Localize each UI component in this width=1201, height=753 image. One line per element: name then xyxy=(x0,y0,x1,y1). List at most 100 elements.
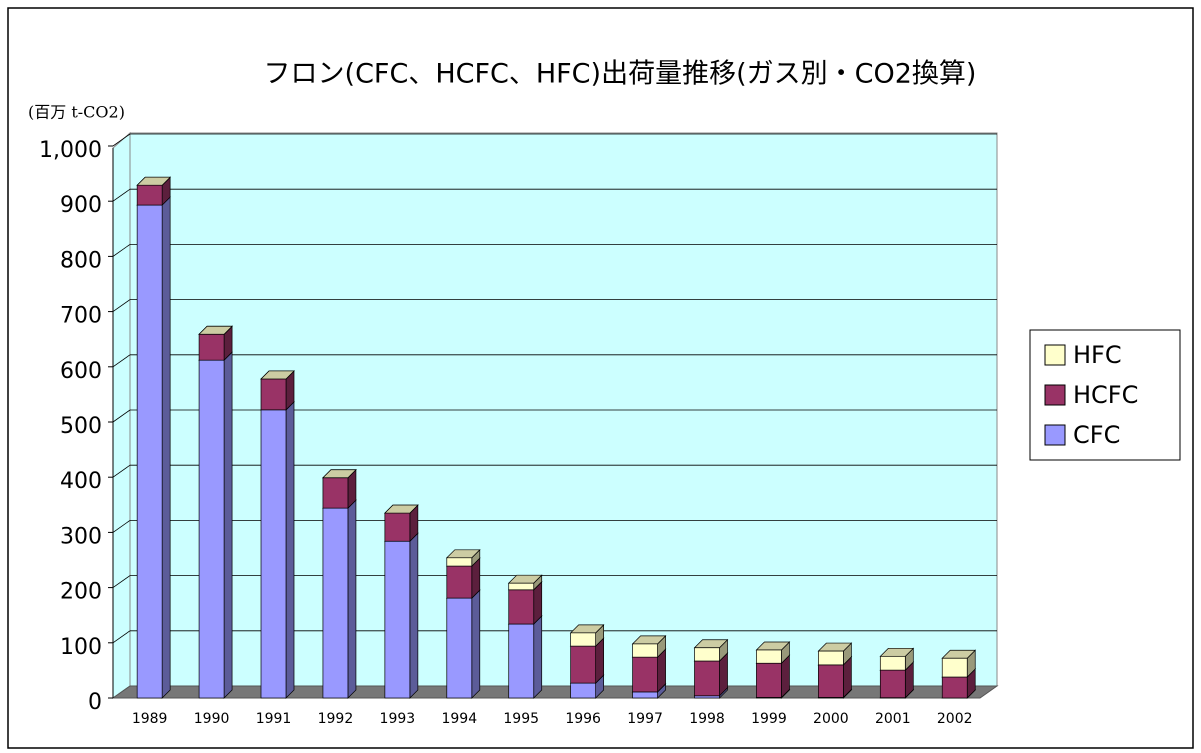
x-tick-label: 1994 xyxy=(441,711,477,727)
bar-front xyxy=(570,632,597,647)
x-tick-label: 1996 xyxy=(565,711,601,727)
bar-segment xyxy=(941,649,977,678)
grid-line-side xyxy=(112,575,131,588)
y-tick-label: 800 xyxy=(60,248,102,273)
bar-side xyxy=(161,196,171,699)
x-tick-label: 2002 xyxy=(937,711,973,727)
bar-front xyxy=(756,649,782,664)
bar-front xyxy=(446,565,473,599)
x-tick-label: 1989 xyxy=(132,711,168,727)
legend-swatch xyxy=(1044,424,1066,446)
bar-front xyxy=(446,557,473,567)
x-tick-label: 1999 xyxy=(751,711,787,727)
x-tick-label: 1997 xyxy=(627,711,663,727)
bar-segment xyxy=(879,647,915,671)
bar-front xyxy=(198,359,225,699)
bar-segment xyxy=(631,648,667,693)
bar-segment xyxy=(445,557,481,599)
bar-front xyxy=(941,676,968,699)
bar-front xyxy=(941,657,968,678)
y-tick-label: 900 xyxy=(60,193,102,218)
bar-top xyxy=(322,469,357,479)
x-tick-label: 1995 xyxy=(503,711,539,727)
bar-front xyxy=(632,643,658,658)
legend: CFC HCFC HFC xyxy=(1029,329,1181,461)
bar-front xyxy=(198,333,225,361)
bar-front xyxy=(818,664,844,698)
bar-segment xyxy=(384,504,419,514)
y-tick-label: 200 xyxy=(60,580,102,605)
y-tick-label: 300 xyxy=(60,524,102,549)
bar-front xyxy=(446,597,473,699)
bar-front xyxy=(322,507,349,699)
bar-top xyxy=(136,176,171,186)
bar-segment xyxy=(260,370,295,380)
bar-segment xyxy=(755,641,791,665)
bar-side xyxy=(471,589,481,699)
bar-segment xyxy=(384,532,419,699)
bar-segment xyxy=(817,642,853,666)
grid-line-side xyxy=(112,244,131,257)
bar-front xyxy=(260,378,287,411)
bar-front xyxy=(632,656,658,693)
x-tick-label: 1991 xyxy=(256,711,292,727)
grid-line-side xyxy=(112,133,131,147)
grid-line-side xyxy=(112,409,131,423)
bar-side xyxy=(347,499,357,699)
bar-segment xyxy=(445,548,481,567)
legend-swatch xyxy=(1044,344,1066,366)
bar-front xyxy=(694,660,720,697)
bar-top xyxy=(198,325,233,335)
bar-front xyxy=(136,204,163,699)
bar-front xyxy=(879,669,906,699)
bar-segment xyxy=(136,176,171,186)
bar-side xyxy=(409,532,419,699)
grid-line-side xyxy=(112,464,131,478)
bar-side xyxy=(533,615,543,699)
x-tick-label: 1998 xyxy=(689,711,725,727)
bar-segment xyxy=(569,624,605,647)
back-wall xyxy=(129,132,998,687)
bar-segment xyxy=(445,589,481,699)
bar-front xyxy=(756,662,782,698)
bar-front xyxy=(508,589,535,625)
x-tick-label: 2000 xyxy=(813,711,849,727)
y-tick-label: 500 xyxy=(60,414,102,439)
chart-title: フロン(CFC、HCFC、HFC)出荷量推移(ガス別・CO2換算) xyxy=(264,59,977,90)
x-tick-label: 1993 xyxy=(380,711,416,727)
bar-front xyxy=(508,582,535,591)
bar-front xyxy=(570,682,597,699)
bar-front xyxy=(632,691,658,699)
bar-side xyxy=(285,401,295,699)
legend-swatch xyxy=(1044,384,1066,406)
bar-front xyxy=(818,650,844,666)
y-axis-label: (百万 t-CO2) xyxy=(28,103,125,122)
bar-side xyxy=(223,351,233,699)
bar-segment xyxy=(198,351,233,699)
bar-front xyxy=(694,647,720,662)
bar-segment xyxy=(693,638,729,662)
grid-line-side xyxy=(112,520,131,533)
y-tick-label: 100 xyxy=(60,635,102,660)
bar-front xyxy=(136,184,163,206)
bar-front xyxy=(508,623,535,699)
y-tick-label: 600 xyxy=(60,359,102,384)
x-tick-label: 1992 xyxy=(318,711,354,727)
bar-front xyxy=(322,477,349,509)
legend-label: CFC xyxy=(1073,421,1120,449)
grid-line-side xyxy=(112,354,131,368)
legend-label: HCFC xyxy=(1073,381,1138,409)
bar-front xyxy=(879,655,906,671)
y-tick-label: 700 xyxy=(60,304,102,329)
bar-segment xyxy=(260,401,295,699)
floor xyxy=(111,685,999,699)
bar-front xyxy=(384,512,411,542)
bar-segment xyxy=(631,635,667,658)
bar-segment xyxy=(136,196,171,699)
bar-front xyxy=(260,409,287,699)
bar-top xyxy=(384,504,419,514)
side-wall xyxy=(112,131,131,699)
bar-segment xyxy=(507,615,543,699)
bar-top xyxy=(260,370,295,380)
